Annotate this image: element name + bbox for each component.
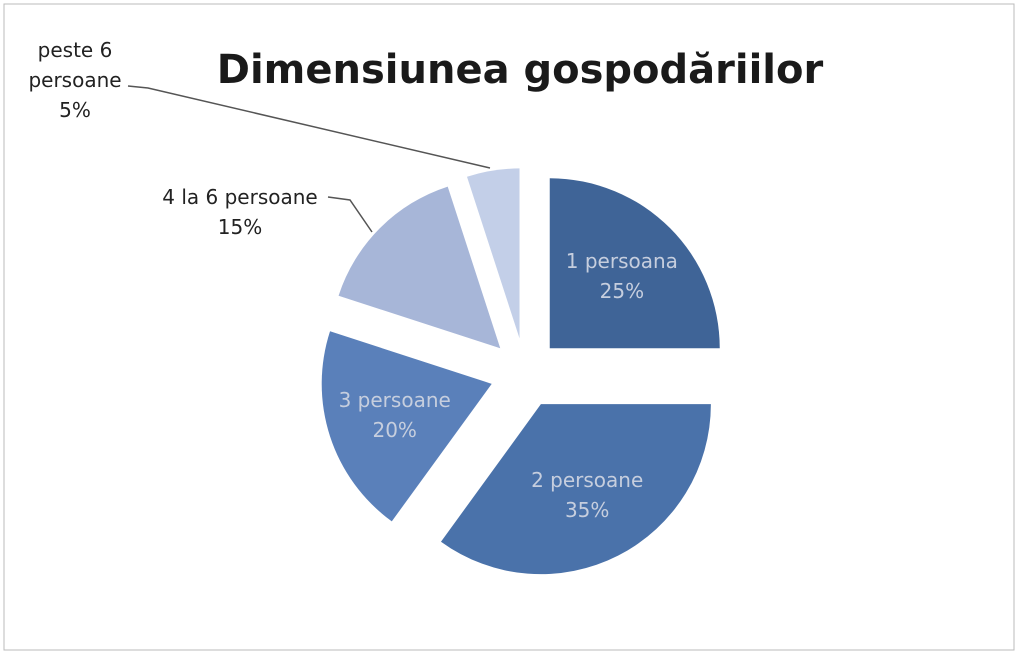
value-label: 20% bbox=[372, 418, 417, 443]
category-label: peste 6 persoane bbox=[28, 38, 122, 92]
pie-slice bbox=[338, 186, 501, 349]
value-label: 15% bbox=[217, 215, 263, 239]
data-label: 3 persoane 20% bbox=[339, 385, 451, 445]
leader-line bbox=[127, 85, 491, 169]
pie-slice bbox=[321, 331, 492, 522]
data-label: 1 persoana 25% bbox=[566, 246, 678, 306]
category-label: 3 persoane bbox=[338, 388, 451, 413]
data-label: 4 la 6 persoane 15% bbox=[162, 182, 317, 242]
chart-title: Dimensiunea gospodăriilor bbox=[217, 47, 824, 93]
category-label: 2 persoane bbox=[531, 468, 644, 493]
leader-line bbox=[327, 196, 373, 233]
category-label: 4 la 6 persoane bbox=[162, 185, 318, 209]
pie-slice bbox=[440, 404, 711, 575]
data-label: 2 persoane 35% bbox=[531, 465, 643, 525]
value-label: 35% bbox=[564, 498, 610, 523]
value-label: 5% bbox=[59, 98, 91, 122]
category-label: 1 persoana bbox=[565, 249, 678, 274]
pie-slice bbox=[549, 178, 720, 349]
pie-slice bbox=[466, 168, 520, 339]
value-label: 25% bbox=[599, 279, 645, 304]
data-label: peste 6 persoane 5% bbox=[15, 35, 135, 125]
